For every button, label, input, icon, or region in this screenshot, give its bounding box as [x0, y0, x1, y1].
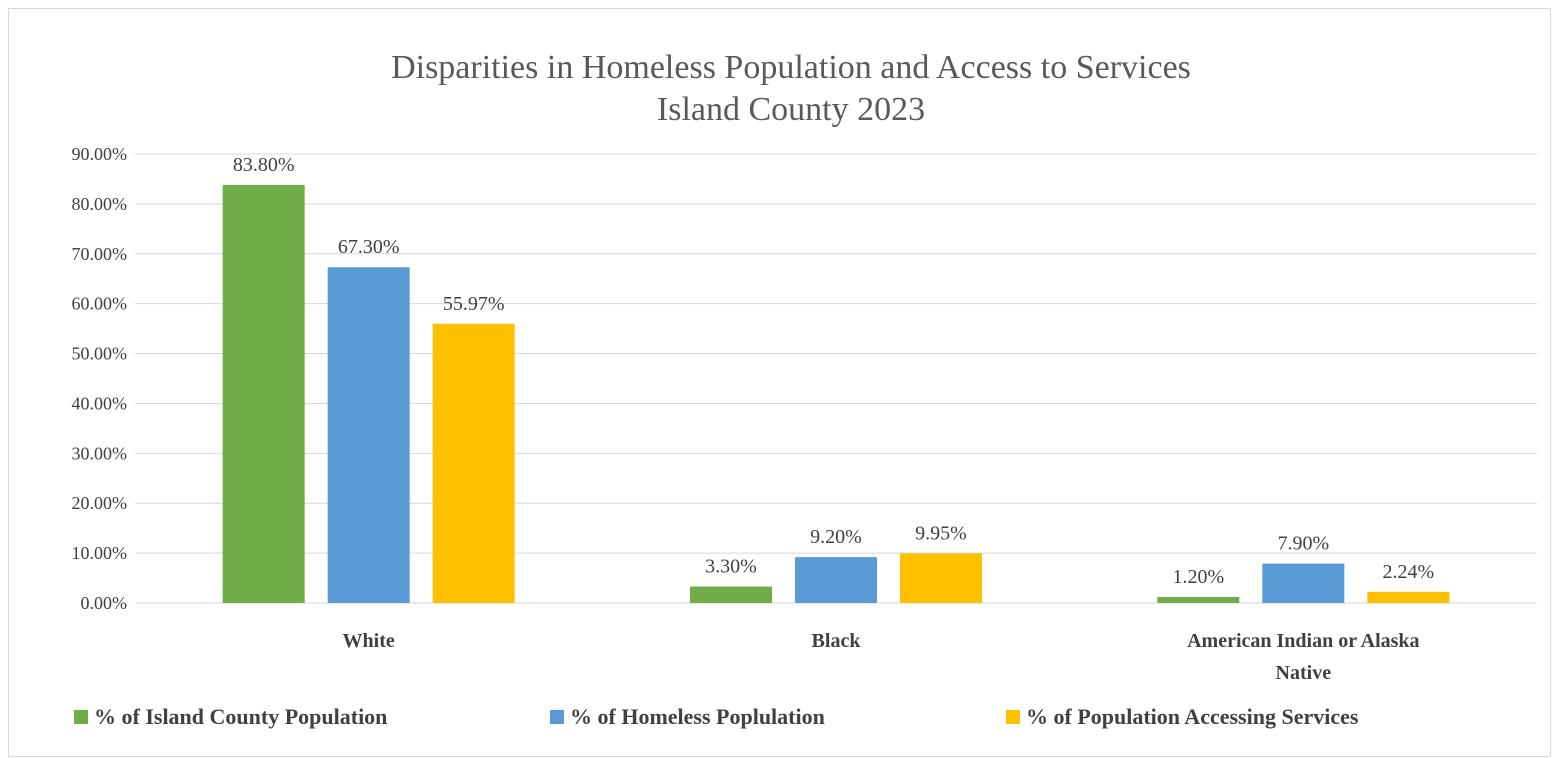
bar: [222, 184, 305, 604]
y-axis-tick-labels: 0.00% 10.00% 20.00% 30.00% 40.00% 50.00% 60.00…: [72, 144, 128, 613]
data-label: 3.30%: [705, 556, 757, 578]
chart-title-group: Disparities in Homeless Population and A…: [391, 49, 1191, 128]
y-tick-label: 40.00%: [72, 393, 128, 413]
bar: [432, 323, 515, 603]
bar: [1262, 563, 1345, 603]
data-label: 9.20%: [810, 526, 862, 548]
bar: [1157, 597, 1240, 603]
y-tick-label: 20.00%: [72, 493, 128, 513]
legend-swatch: [550, 710, 564, 724]
x-category-label: Native: [1276, 662, 1332, 684]
bar: [327, 267, 410, 603]
x-category-label: White: [343, 630, 395, 652]
y-tick-label: 90.00%: [72, 144, 128, 164]
y-tick-label: 60.00%: [72, 294, 128, 314]
bar: [900, 553, 982, 603]
legend-label: % of Island County Population: [94, 704, 387, 729]
data-label: 9.95%: [915, 522, 967, 544]
data-label: 67.30%: [338, 236, 400, 258]
y-tick-label: 80.00%: [72, 194, 128, 214]
legend-swatch: [1006, 710, 1020, 724]
legend-label: % of Population Accessing Services: [1026, 704, 1359, 729]
bar-chart: Disparities in Homeless Population and A…: [72, 49, 1537, 729]
data-label: 83.80%: [233, 154, 295, 176]
y-tick-label: 30.00%: [72, 443, 128, 463]
x-category-label: American Indian or Alaska: [1187, 630, 1419, 652]
data-label: 55.97%: [443, 293, 505, 315]
data-label: 7.90%: [1277, 533, 1329, 555]
legend-label: % of Homeless Poplulation: [570, 704, 825, 729]
data-labels: 83.80% 67.30% 55.97% 3.30% 9.20% 9.95% 1.20% 7.…: [233, 154, 1434, 588]
y-tick-label: 70.00%: [72, 244, 128, 264]
legend: % of Island County Population % of Homele…: [74, 704, 1359, 729]
data-label: 1.20%: [1172, 566, 1224, 588]
bar: [795, 557, 877, 603]
data-label: 2.24%: [1382, 561, 1434, 583]
chart-subtitle: Island County 2023: [657, 91, 925, 128]
chart-area: Disparities in Homeless Population and A…: [8, 8, 1551, 757]
x-category-label: Black: [812, 630, 862, 652]
y-tick-label: 0.00%: [81, 593, 128, 613]
chart-title: Disparities in Homeless Population and A…: [391, 49, 1191, 86]
y-tick-label: 50.00%: [72, 344, 128, 364]
bar: [1367, 591, 1450, 603]
legend-swatch: [74, 710, 88, 724]
y-tick-label: 10.00%: [72, 543, 128, 563]
x-axis-category-labels: White Black American Indian or Alaska Nativ…: [343, 630, 1420, 684]
bar: [690, 586, 772, 603]
bars: [222, 184, 1450, 604]
